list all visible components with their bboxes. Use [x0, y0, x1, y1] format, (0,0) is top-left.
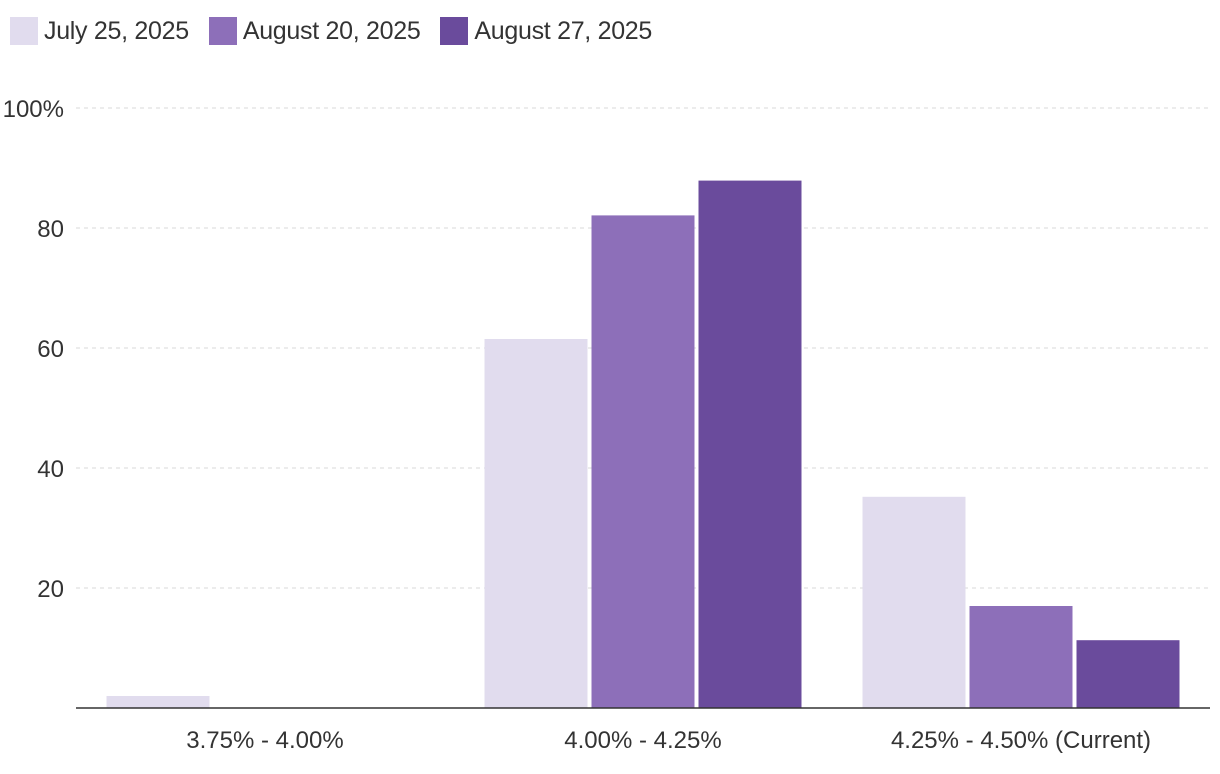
bar-cat1-series1 — [591, 215, 695, 708]
bar-cat2-series1 — [969, 606, 1073, 708]
y-tick-label-20: 20 — [37, 576, 64, 603]
legend-item-august-27: August 27, 2025 — [440, 17, 652, 46]
legend-label-august-20: August 20, 2025 — [242, 16, 421, 45]
x-category-label-1: 4.00% - 4.25% — [564, 727, 721, 754]
legend-swatch-august-27 — [440, 17, 469, 45]
bar-cat1-series0 — [484, 339, 588, 708]
y-tick-label-40: 40 — [37, 456, 64, 483]
legend-item-august-20: August 20, 2025 — [208, 16, 421, 46]
legend-swatch-july-25 — [10, 17, 38, 45]
x-axis-category-labels: 3.75% - 4.00% 4.00% - 4.25% 4.25% - 4.50% … — [186, 727, 1151, 754]
bar-cat2-series0 — [862, 496, 966, 708]
x-category-label-2: 4.25% - 4.50% (Current) — [891, 727, 1151, 754]
bar-cat0-series0 — [106, 696, 210, 708]
legend-label-july-25: July 25, 2025 — [44, 16, 189, 45]
legend-label-august-27: August 27, 2025 — [474, 16, 653, 45]
y-tick-label-80: 80 — [37, 216, 64, 243]
legend-item-july-25: July 25, 2025 — [10, 17, 189, 46]
legend-swatch-august-20 — [208, 17, 237, 45]
y-tick-label-60: 60 — [37, 336, 64, 363]
gridlines — [76, 107, 1210, 589]
y-tick-label-100: 100% — [3, 96, 64, 123]
y-axis-tick-labels: 20 40 60 80 100% — [3, 96, 64, 603]
chart-legend: July 25, 2025 August 20, 2025 August 27,… — [10, 15, 672, 47]
bar-cat2-series2 — [1076, 640, 1180, 708]
x-category-label-0: 3.75% - 4.00% — [186, 727, 343, 754]
bar-cat1-series2 — [698, 180, 802, 709]
bars — [106, 180, 1180, 709]
